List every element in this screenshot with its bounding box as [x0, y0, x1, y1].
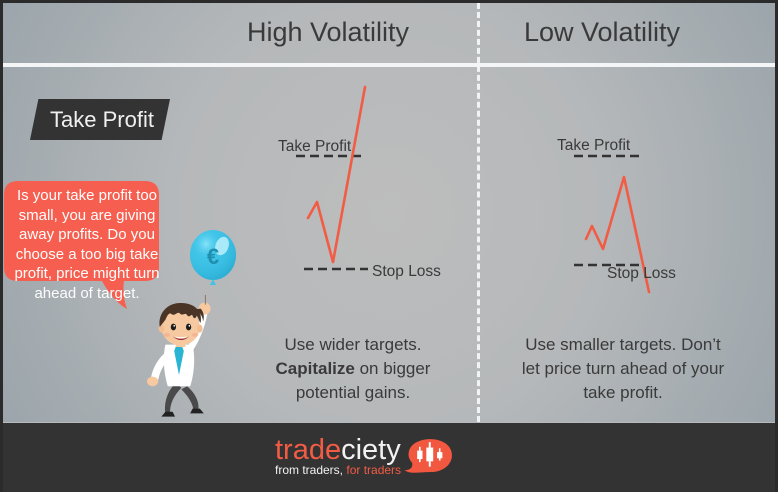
svg-text:€: € — [207, 244, 219, 269]
